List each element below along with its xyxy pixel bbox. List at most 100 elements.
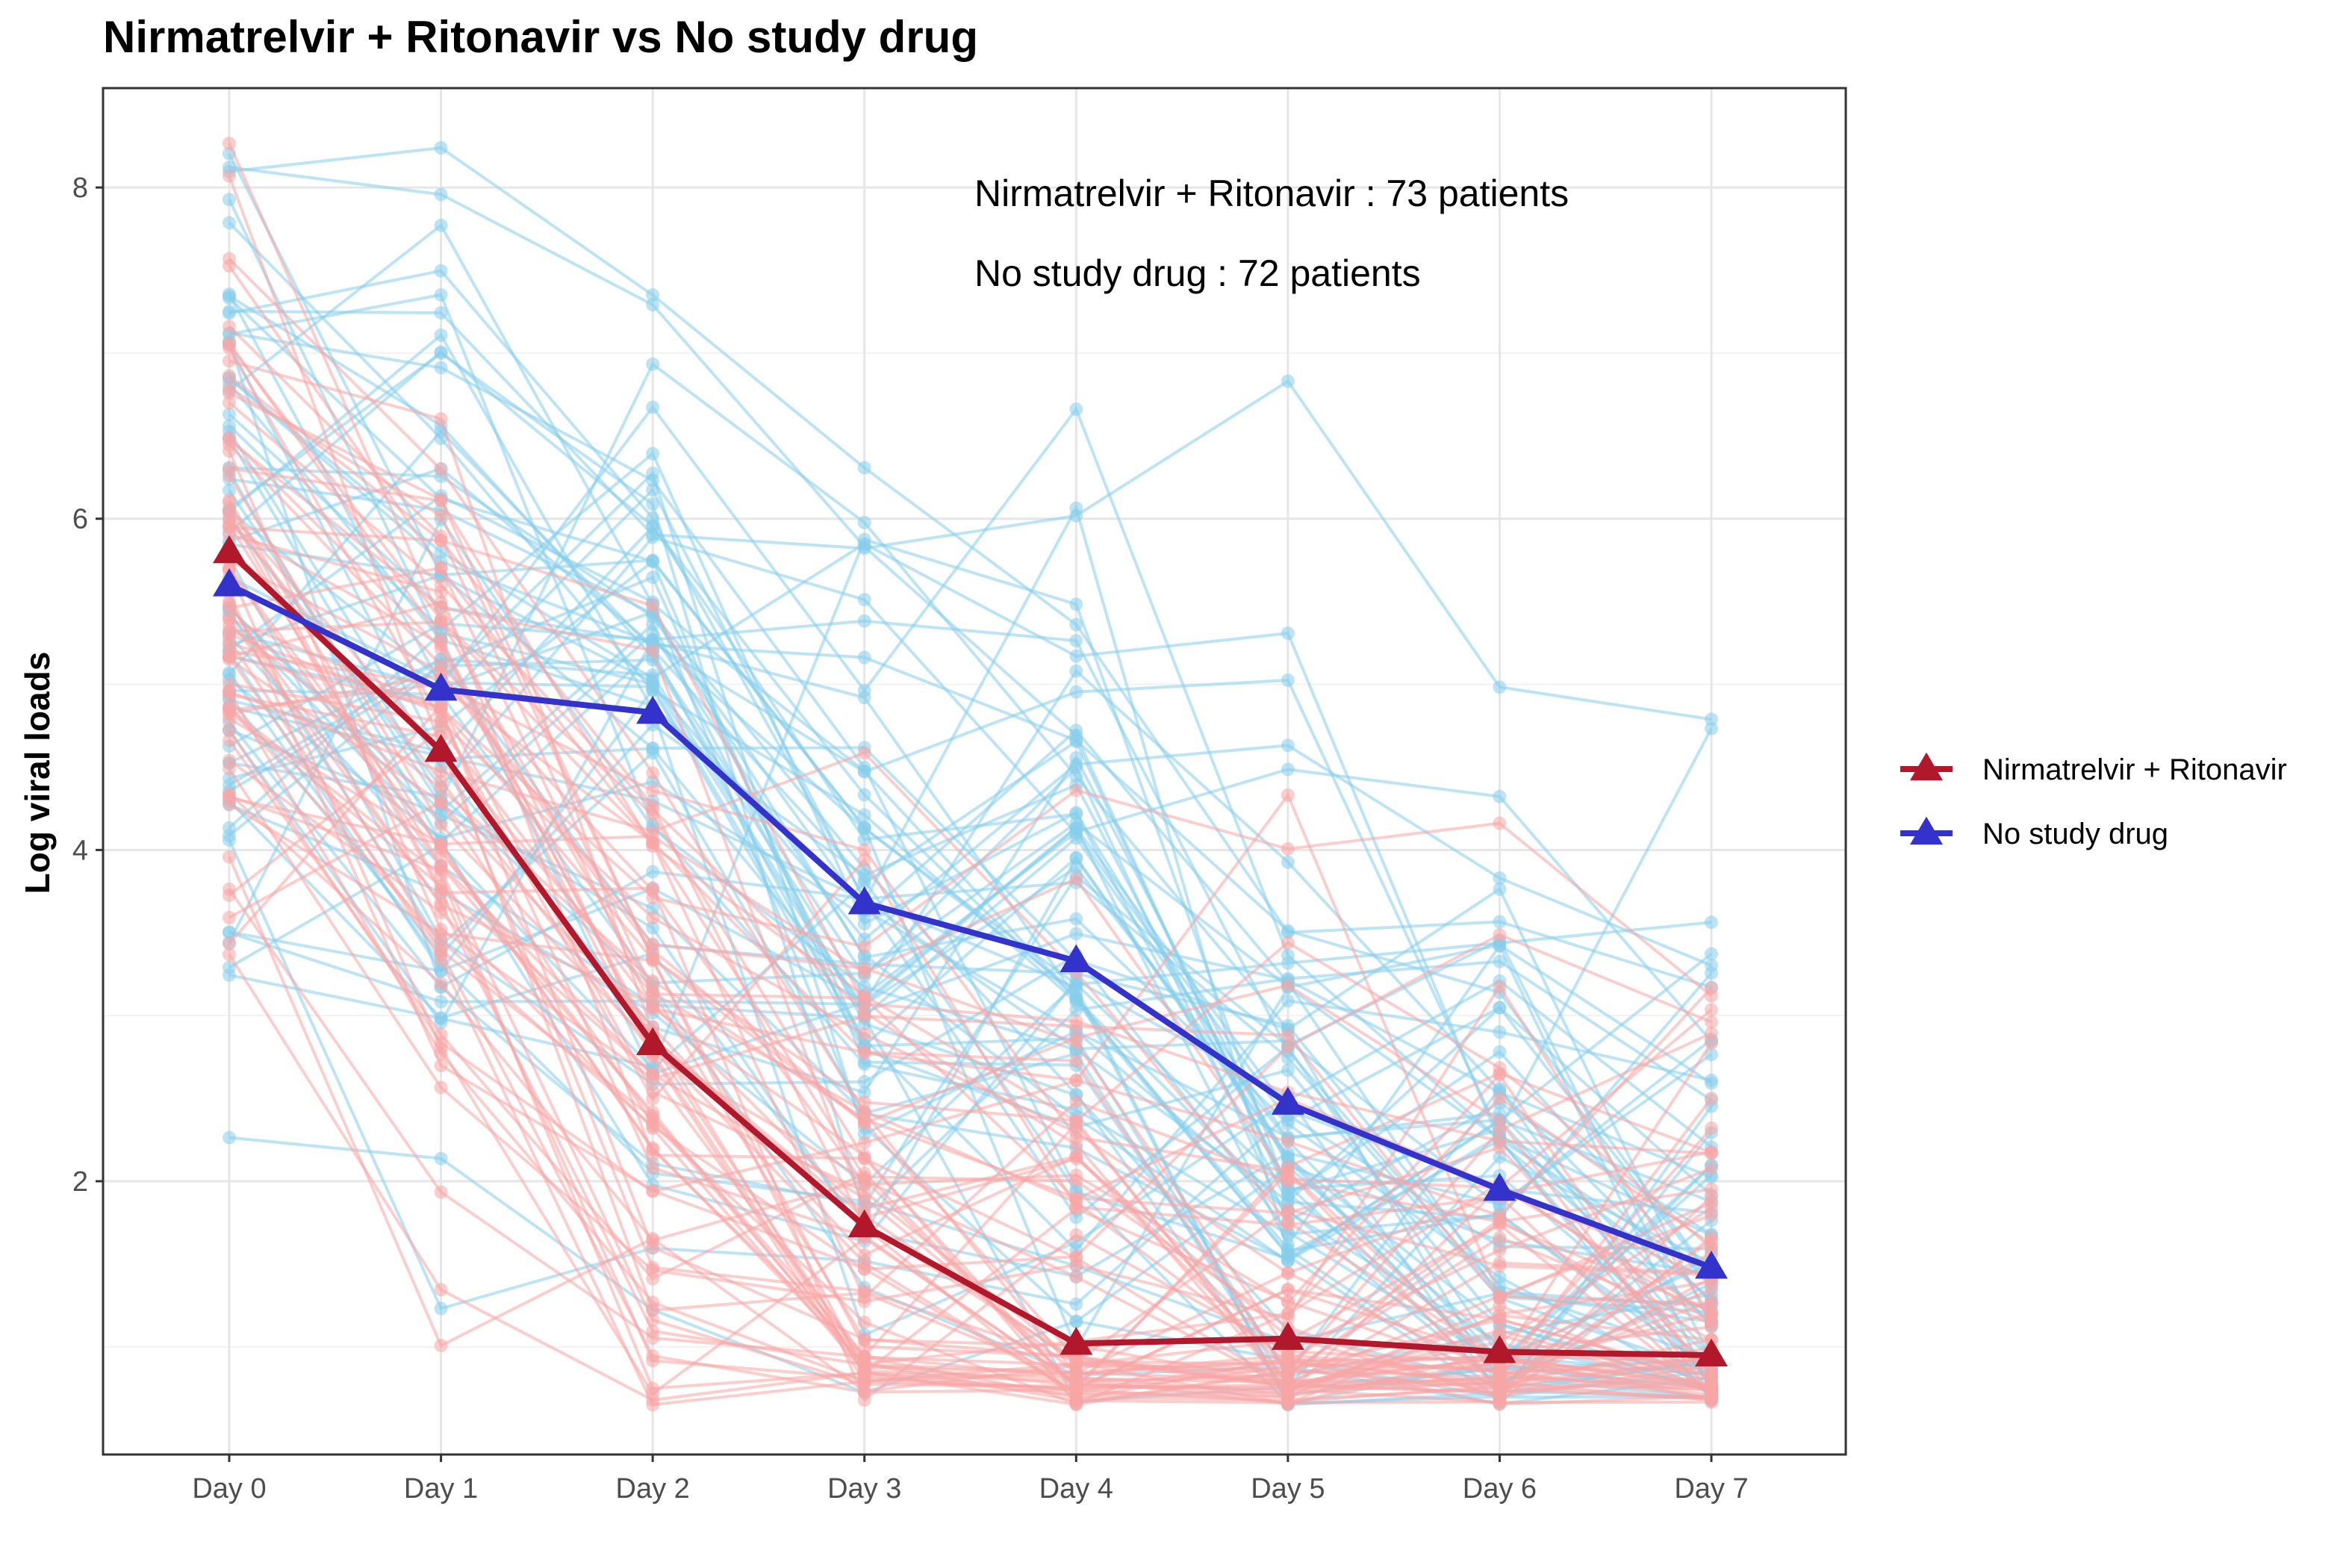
patient-point <box>434 863 448 877</box>
patient-point <box>223 1130 236 1145</box>
patient-point <box>223 396 236 410</box>
patient-point <box>1705 1026 1718 1040</box>
patient-point <box>434 637 448 651</box>
patient-point <box>1493 1141 1507 1154</box>
patient-point <box>646 766 660 780</box>
x-tick-label: Day 4 <box>1039 1473 1113 1505</box>
patient-point <box>1069 806 1083 820</box>
patient-point <box>1493 1091 1507 1105</box>
patient-point <box>223 707 236 721</box>
patient-point <box>434 187 448 202</box>
patient-point <box>1069 912 1083 926</box>
patient-point <box>1069 1095 1083 1109</box>
patient-point <box>434 845 448 859</box>
patient-point <box>223 821 236 835</box>
patient-point <box>223 528 236 542</box>
patient-trajectory <box>228 617 1713 998</box>
patient-point <box>1069 769 1083 783</box>
patient-point <box>434 287 448 302</box>
patient-point <box>223 612 236 626</box>
patient-point <box>1493 915 1507 929</box>
patient-point <box>223 677 236 691</box>
patient-point <box>434 995 448 1009</box>
patient-point <box>1493 1001 1507 1015</box>
mean-point <box>636 1027 670 1056</box>
patient-point <box>434 1059 448 1072</box>
patient-point <box>223 762 236 776</box>
mean-point <box>1271 1322 1304 1350</box>
patient-point <box>857 746 871 760</box>
mean-point <box>1483 1335 1516 1363</box>
patient-point <box>434 715 448 729</box>
patient-point <box>434 493 448 507</box>
patient-point <box>1281 738 1295 753</box>
patient-point <box>857 1009 871 1024</box>
patient-point <box>1069 617 1083 632</box>
mean-point <box>1483 1172 1516 1201</box>
patient-point <box>857 940 871 953</box>
patient-point <box>646 901 660 915</box>
patient-point <box>857 1174 871 1188</box>
patient-point <box>1069 1074 1083 1088</box>
patient-point <box>1705 1003 1718 1017</box>
patient-point <box>857 515 871 529</box>
patient-trajectory <box>228 146 1712 989</box>
patient-point <box>1281 1202 1295 1216</box>
patient-point <box>857 461 871 475</box>
mean-line-no-study-drug <box>228 582 1713 1271</box>
patient-trajectory <box>228 467 1713 1249</box>
patient-point <box>1705 1392 1718 1405</box>
patient-point <box>646 1111 660 1125</box>
patient-point <box>223 483 236 497</box>
patient-point <box>646 953 660 968</box>
patient-trajectory <box>228 794 1713 1394</box>
patient-trajectory <box>228 686 1712 1394</box>
patient-point <box>1493 1231 1507 1245</box>
mean-point <box>1060 944 1093 973</box>
patient-point <box>434 897 448 912</box>
patient-point <box>1493 816 1507 830</box>
patient-point <box>223 850 236 864</box>
patient-point <box>646 473 660 488</box>
patient-point <box>434 361 448 375</box>
patient-point <box>434 141 448 155</box>
patient-point <box>223 369 236 383</box>
patient-point <box>223 468 236 482</box>
patient-point <box>223 601 236 615</box>
patient-point <box>434 218 448 232</box>
patient-point <box>1069 1297 1083 1311</box>
patient-trajectory <box>228 729 1712 1306</box>
patient-point <box>434 346 448 360</box>
patient-point <box>434 977 448 991</box>
patient-point <box>1281 788 1295 802</box>
patient-point <box>1493 980 1507 994</box>
patient-point <box>1069 831 1083 845</box>
patient-point <box>1493 1259 1507 1273</box>
patient-point <box>857 760 871 774</box>
patient-point <box>1281 1134 1295 1148</box>
patient-point <box>857 1027 871 1041</box>
patient-point <box>646 644 660 658</box>
patient-point <box>646 1121 660 1136</box>
patient-point <box>646 1161 660 1175</box>
patient-point <box>1281 956 1295 970</box>
patient-point <box>223 948 236 962</box>
patient-point <box>1069 1228 1083 1242</box>
patient-point <box>1281 1237 1295 1251</box>
patient-point <box>1069 1258 1083 1272</box>
patient-point <box>1069 927 1083 941</box>
patient-point <box>1069 508 1083 523</box>
legend: Nirmatrelvir + Ritonavir No study drug <box>1900 752 2287 850</box>
patient-point <box>1705 1297 1718 1311</box>
patient-point <box>857 1045 871 1060</box>
patient-trajectory <box>228 467 1713 1278</box>
patient-point <box>646 881 660 895</box>
patient-point <box>223 354 236 368</box>
mean-line-nirmatrelvir-ritonavir <box>227 550 1712 1358</box>
patient-point <box>1705 1161 1718 1175</box>
patient-point <box>223 386 236 400</box>
patient-point <box>1069 1201 1083 1216</box>
patient-point <box>1069 649 1083 663</box>
x-tick-label: Day 0 <box>192 1473 266 1505</box>
patient-point <box>434 1036 448 1050</box>
